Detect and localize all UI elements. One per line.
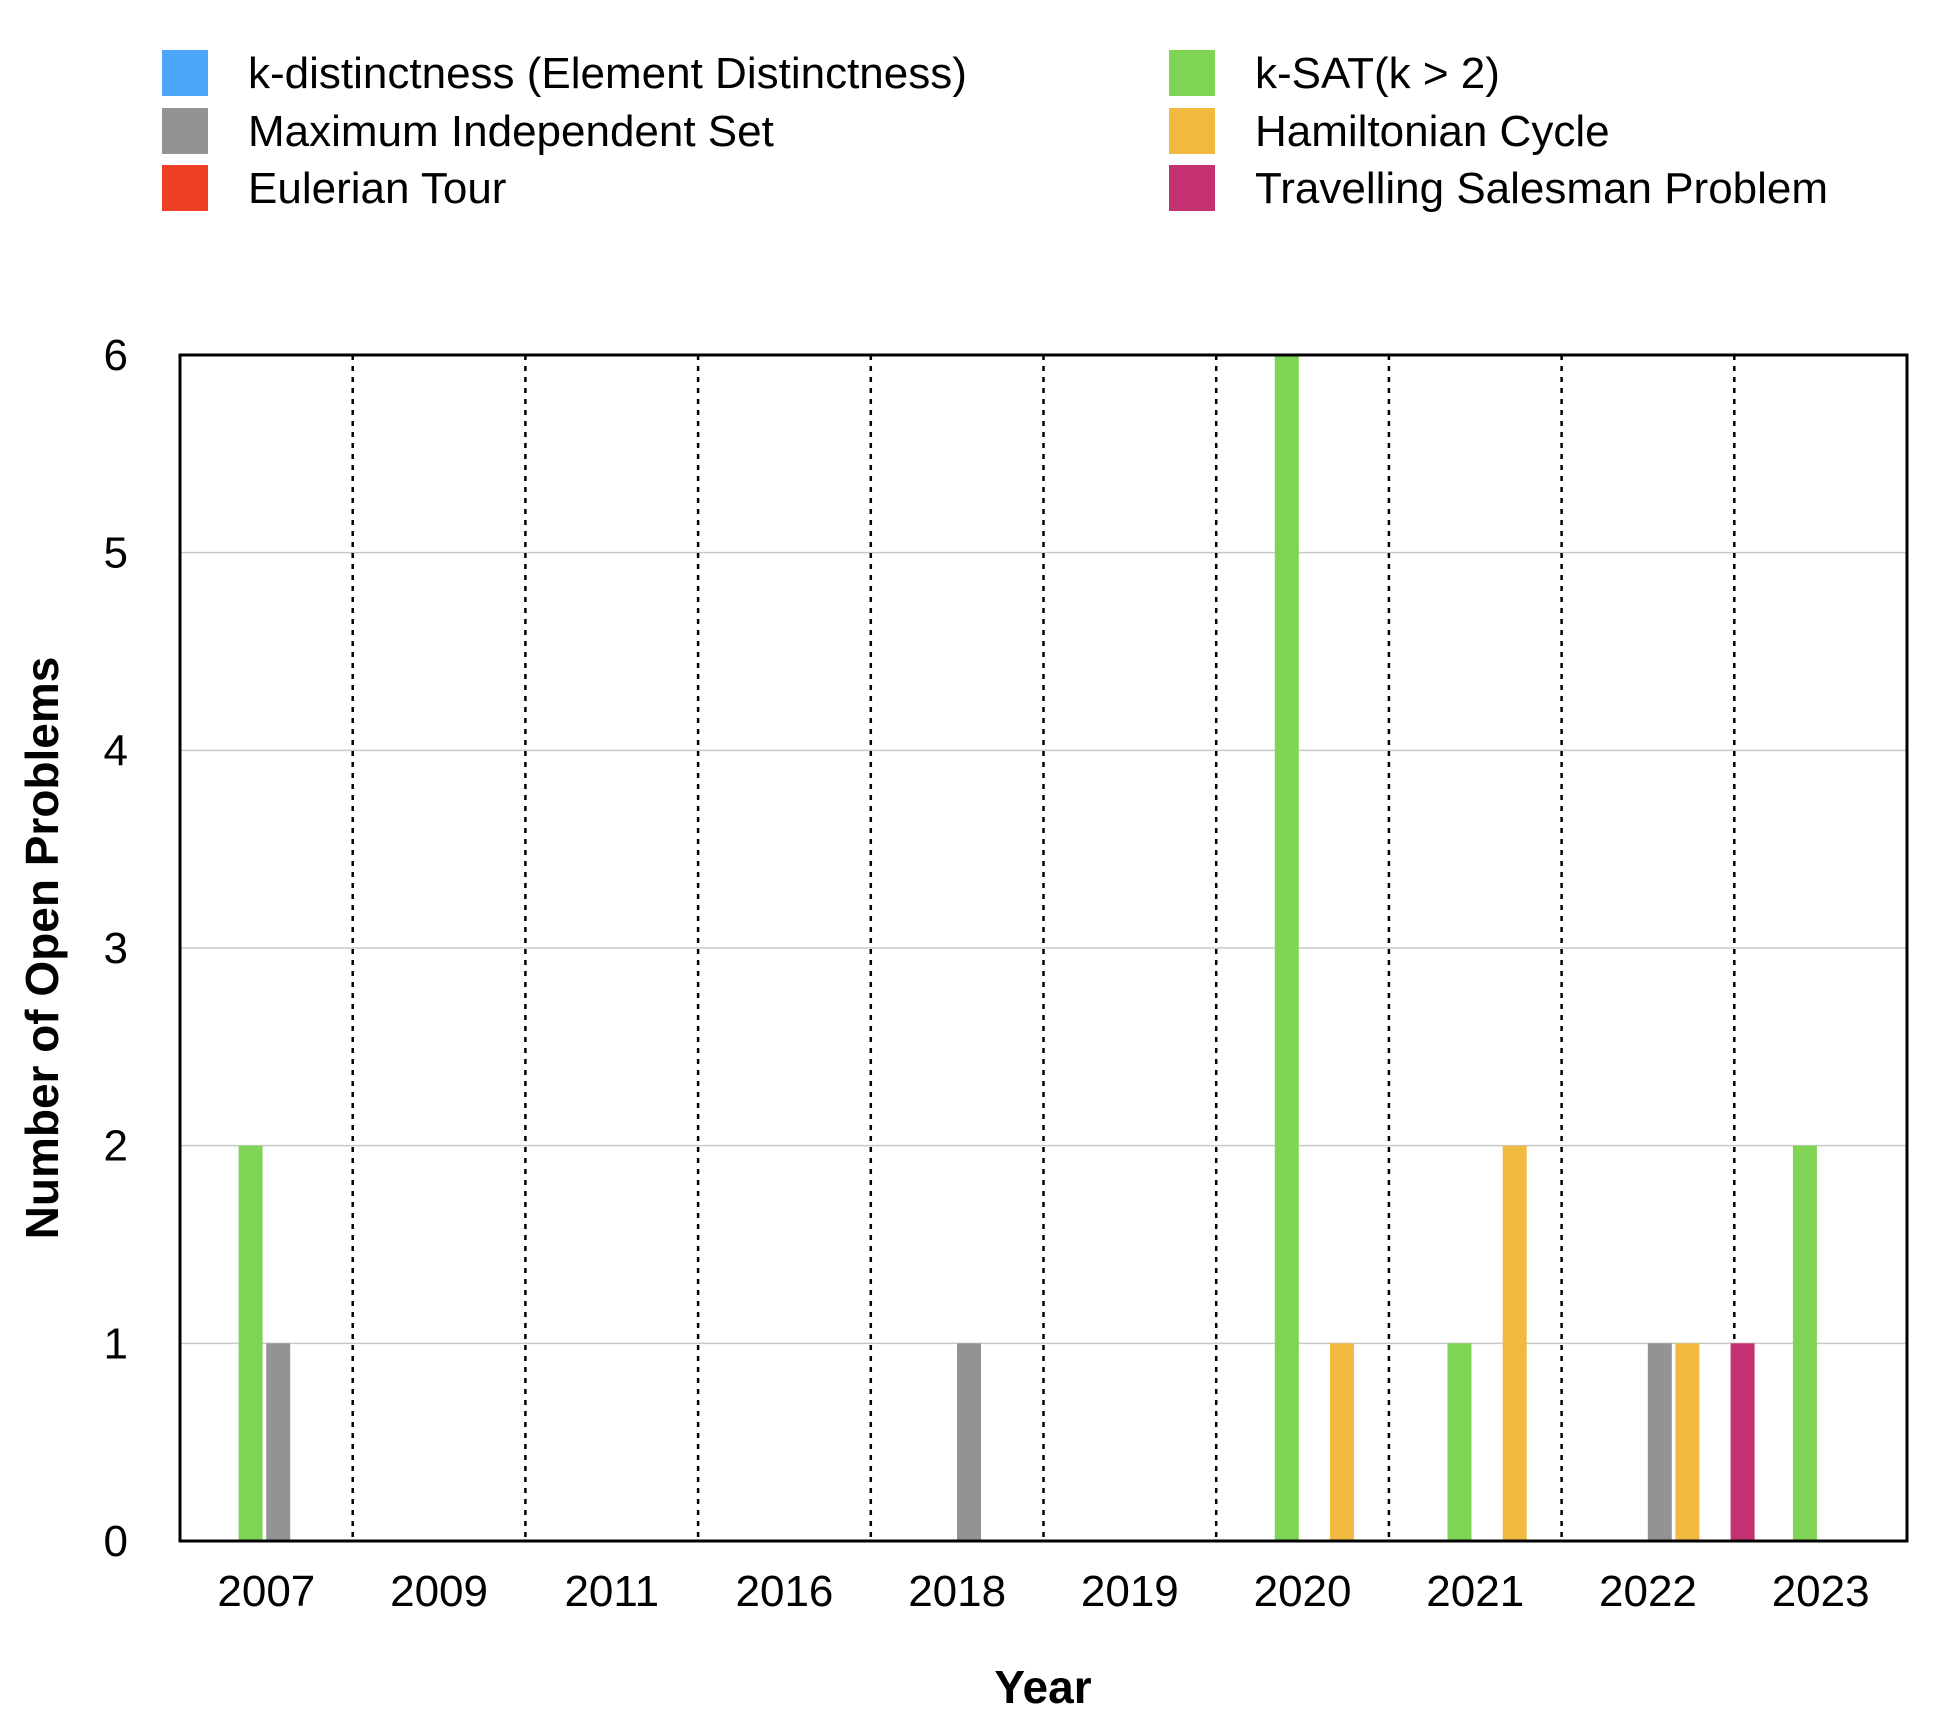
legend-swatch-eulerian-tour (162, 165, 208, 211)
y-tick-label: 4 (104, 726, 128, 775)
legend-label-hamiltonian-cycle: Hamiltonian Cycle (1255, 107, 1610, 156)
legend-swatch-k-sat-k-2 (1169, 50, 1215, 96)
x-tick-label-2021: 2021 (1426, 1567, 1524, 1616)
y-tick-labels: 0 1 2 3 4 5 6 (104, 331, 128, 1566)
legend-swatch-k-distinctness-element-distinctness (162, 50, 208, 96)
y-axis-title: Number of Open Problems (16, 657, 68, 1240)
y-tick-label: 2 (104, 1122, 128, 1171)
y-tick-label: 3 (104, 924, 128, 973)
bar-hamiltonian-cycle-2021 (1502, 1145, 1527, 1541)
x-axis-title: Year (994, 1661, 1091, 1713)
bars (238, 355, 1817, 1541)
legend-swatch-travelling-salesman-problem (1169, 165, 1215, 211)
legend-label-eulerian-tour: Eulerian Tour (248, 164, 506, 213)
y-tick-label: 6 (104, 331, 128, 380)
plot-frame (178, 353, 1909, 1543)
legend-label-travelling-salesman-problem: Travelling Salesman Problem (1255, 164, 1828, 213)
gridlines (180, 551, 1907, 1345)
bar-k-sat-k-2-2020 (1274, 355, 1299, 1541)
bar-maximum-independent-set-2007 (266, 1343, 291, 1541)
bar-maximum-independent-set-2022 (1647, 1343, 1672, 1541)
bar-travelling-salesman-problem-2022 (1730, 1343, 1755, 1541)
x-tick-label-2018: 2018 (908, 1567, 1006, 1616)
x-tick-label-2022: 2022 (1599, 1567, 1697, 1616)
y-tick-label: 0 (104, 1517, 128, 1566)
legend-label-k-sat-k-2: k-SAT(k > 2) (1255, 49, 1500, 98)
x-tick-labels: 2007 2009 2011 2016 2018 2019 2020 2021 2022 2023 (217, 1567, 1869, 1616)
x-tick-label-2011: 2011 (564, 1567, 659, 1616)
legend: k-distinctness (Element Distinctness) k-S… (162, 49, 1828, 213)
legend-swatch-hamiltonian-cycle (1169, 108, 1215, 154)
legend-label-k-distinctness-element-distinctness: k-distinctness (Element Distinctness) (248, 49, 967, 98)
x-tick-label-2007: 2007 (217, 1567, 315, 1616)
x-tick-label-2016: 2016 (736, 1567, 834, 1616)
bar-hamiltonian-cycle-2022 (1675, 1343, 1700, 1541)
x-tick-label-2009: 2009 (390, 1567, 488, 1616)
bar-hamiltonian-cycle-2020 (1330, 1343, 1354, 1541)
bar-k-sat-k-2-2023 (1792, 1145, 1817, 1541)
x-tick-label-2020: 2020 (1254, 1567, 1352, 1616)
x-tick-label-2023: 2023 (1772, 1567, 1870, 1616)
bar-k-sat-k-2-2007 (238, 1145, 263, 1541)
bar-maximum-independent-set-2018 (957, 1343, 981, 1541)
legend-label-maximum-independent-set: Maximum Independent Set (248, 107, 774, 156)
y-tick-label: 5 (104, 529, 128, 578)
x-tick-label-2019: 2019 (1081, 1567, 1179, 1616)
y-tick-label: 1 (104, 1319, 128, 1368)
legend-swatch-maximum-independent-set (162, 108, 208, 154)
bar-k-sat-k-2-2021 (1447, 1343, 1472, 1541)
